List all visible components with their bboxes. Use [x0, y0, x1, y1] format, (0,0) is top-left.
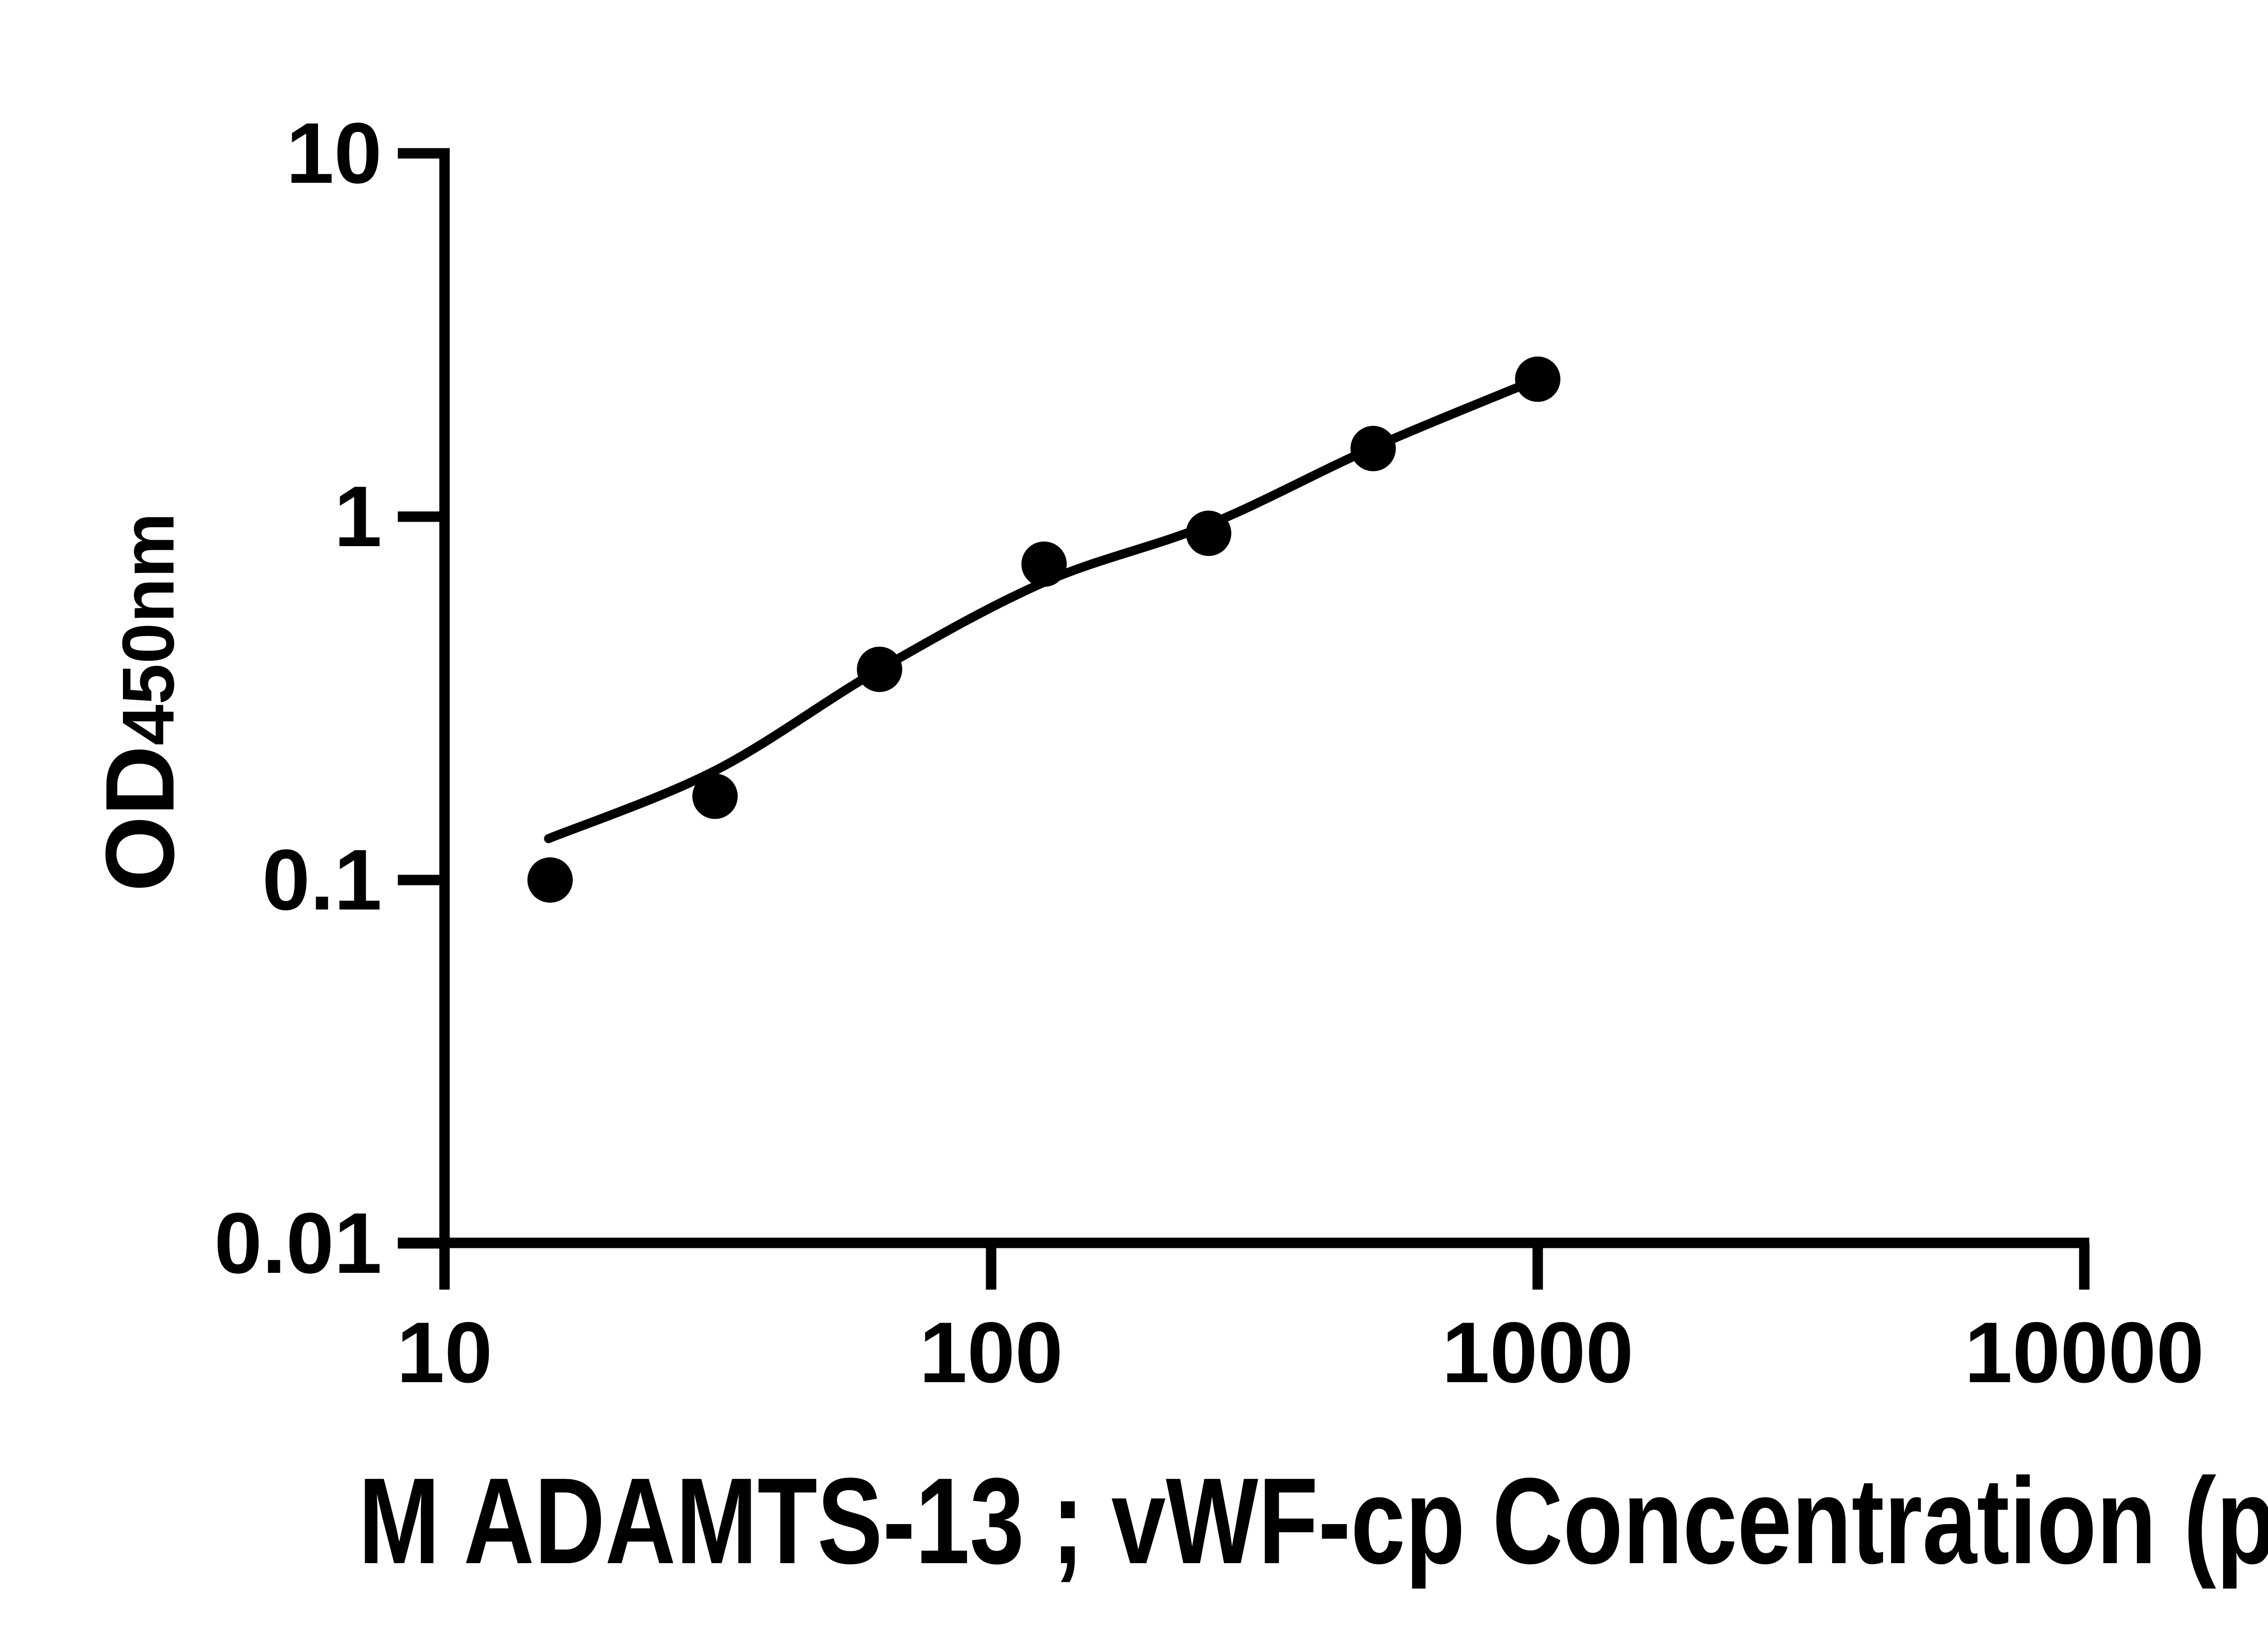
- data-point: [692, 773, 738, 819]
- data-point: [1021, 541, 1067, 587]
- data-point: [1350, 425, 1396, 471]
- x-tick-label: 1000: [1442, 1305, 1634, 1401]
- data-point: [527, 857, 573, 903]
- x-tick-label: 100: [919, 1305, 1063, 1401]
- x-tick-label: 10000: [1965, 1305, 2204, 1401]
- y-tick-label: 10: [286, 105, 382, 201]
- y-tick-label: 1: [334, 469, 382, 565]
- data-point: [1515, 356, 1560, 402]
- x-tick-label: 10: [396, 1305, 492, 1401]
- y-axis-title-main: OD: [85, 745, 195, 892]
- y-tick-label: 0.01: [214, 1195, 382, 1291]
- y-axis-title-sub: 450nm: [107, 513, 190, 746]
- data-point: [1186, 510, 1232, 556]
- y-axis-title: OD450nm: [85, 513, 195, 892]
- x-axis-title: M ADAMTS-13 ; vWF-cp Concentration (pg/m…: [358, 1453, 2268, 1589]
- y-tick-label: 0.1: [262, 832, 382, 928]
- data-point: [857, 646, 903, 692]
